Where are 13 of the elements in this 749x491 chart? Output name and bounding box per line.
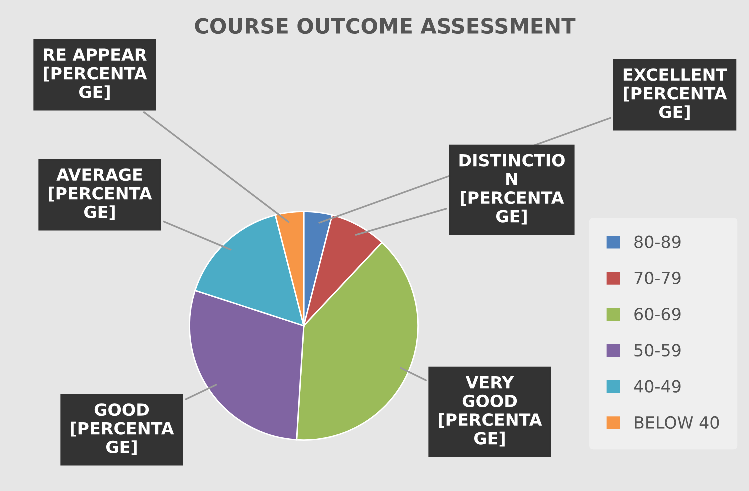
- text: RE APPEAR [PERCENTA GE]: [44, 48, 148, 100]
- chart-title: COURSE OUTCOME ASSESSMENT: [195, 18, 576, 34]
- text: DISTINCTIO N [PERCENTA GE]: [460, 154, 565, 225]
- text: VERY GOOD [PERCENTA GE]: [439, 376, 542, 447]
- legend-label: 50-59: [634, 344, 681, 357]
- legend-label: 70-79: [634, 272, 681, 285]
- legend-label: BELOW 40: [635, 416, 720, 430]
- text: AVERAGE [PERCENTA GE]: [49, 168, 152, 220]
- legend-label: 40-49: [634, 380, 681, 393]
- legend-label: 80-89: [634, 236, 681, 248]
- text: GOOD [PERCENTA GE]: [71, 404, 174, 456]
- legend-label: 60-69: [634, 308, 681, 321]
- text: EXCELLENT [PERCENTA GE]: [624, 68, 728, 120]
